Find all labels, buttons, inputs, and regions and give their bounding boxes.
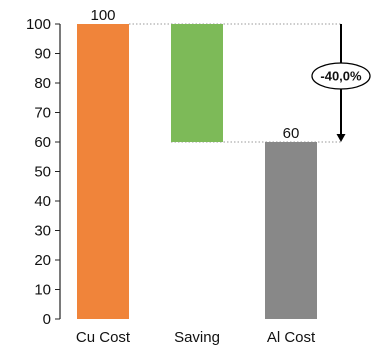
bar-cu-cost [77,24,129,319]
category-label-al-cost: Al Cost [267,329,316,346]
y-tick-label-50: 50 [34,164,51,181]
change-annotation: -40,0% [311,24,371,142]
bars [77,24,317,319]
y-tick-label-70: 70 [34,105,51,122]
labels: Cu Cost Saving Al Cost 100 60 [76,7,316,346]
change-ellipse [311,62,371,90]
y-tick-label-0: 0 [43,311,51,328]
connector-lines [129,23,341,143]
y-tick-label-10: 10 [34,282,51,299]
data-label-cu-cost: 100 [90,7,115,24]
y-tick-label-30: 30 [34,223,51,240]
y-tick-label-80: 80 [34,75,51,92]
change-label: -40,0% [320,69,362,84]
y-tick-label-40: 40 [34,193,51,210]
y-tick-label-60: 60 [34,134,51,151]
y-tick-label-20: 20 [34,252,51,269]
bar-al-cost [265,142,317,319]
y-axis: 0 10 20 30 40 50 60 70 80 90 100 [26,16,61,328]
category-label-cu-cost: Cu Cost [76,329,131,346]
change-arrow-head [336,134,346,142]
category-label-saving: Saving [174,329,220,346]
y-tick-label-100: 100 [26,16,51,33]
bar-saving [171,24,223,142]
y-tick-label-90: 90 [34,46,51,63]
data-label-al-cost: 60 [283,125,300,142]
